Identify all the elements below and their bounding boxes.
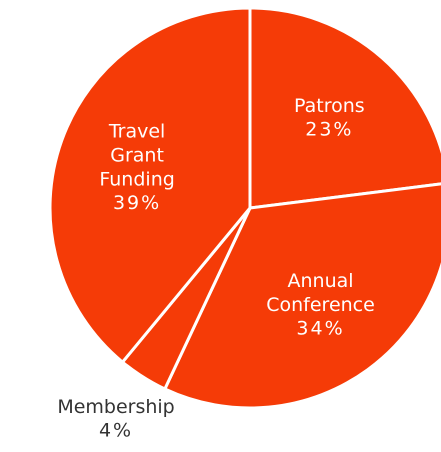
category-label: Travel Grant Funding <box>99 120 174 190</box>
pie-slice <box>248 6 441 210</box>
label-line: Patrons <box>294 94 365 116</box>
pie-slice <box>162 182 441 410</box>
value-label: 34% <box>296 318 344 340</box>
value-label: 23% <box>305 118 353 140</box>
category-label: Patrons <box>294 94 365 116</box>
category-label: Membership <box>57 396 174 418</box>
label-line: Conference <box>266 294 375 316</box>
value-label: 4% <box>99 420 133 442</box>
label-line: Travel <box>108 120 165 142</box>
label-line: Grant <box>110 144 164 166</box>
label-line: Membership <box>57 396 174 418</box>
label-line: Annual <box>288 270 354 292</box>
pie-slice <box>48 6 252 365</box>
label-line: Funding <box>99 168 174 190</box>
category-label: Annual Conference <box>266 270 375 316</box>
value-label: 39% <box>113 192 161 214</box>
